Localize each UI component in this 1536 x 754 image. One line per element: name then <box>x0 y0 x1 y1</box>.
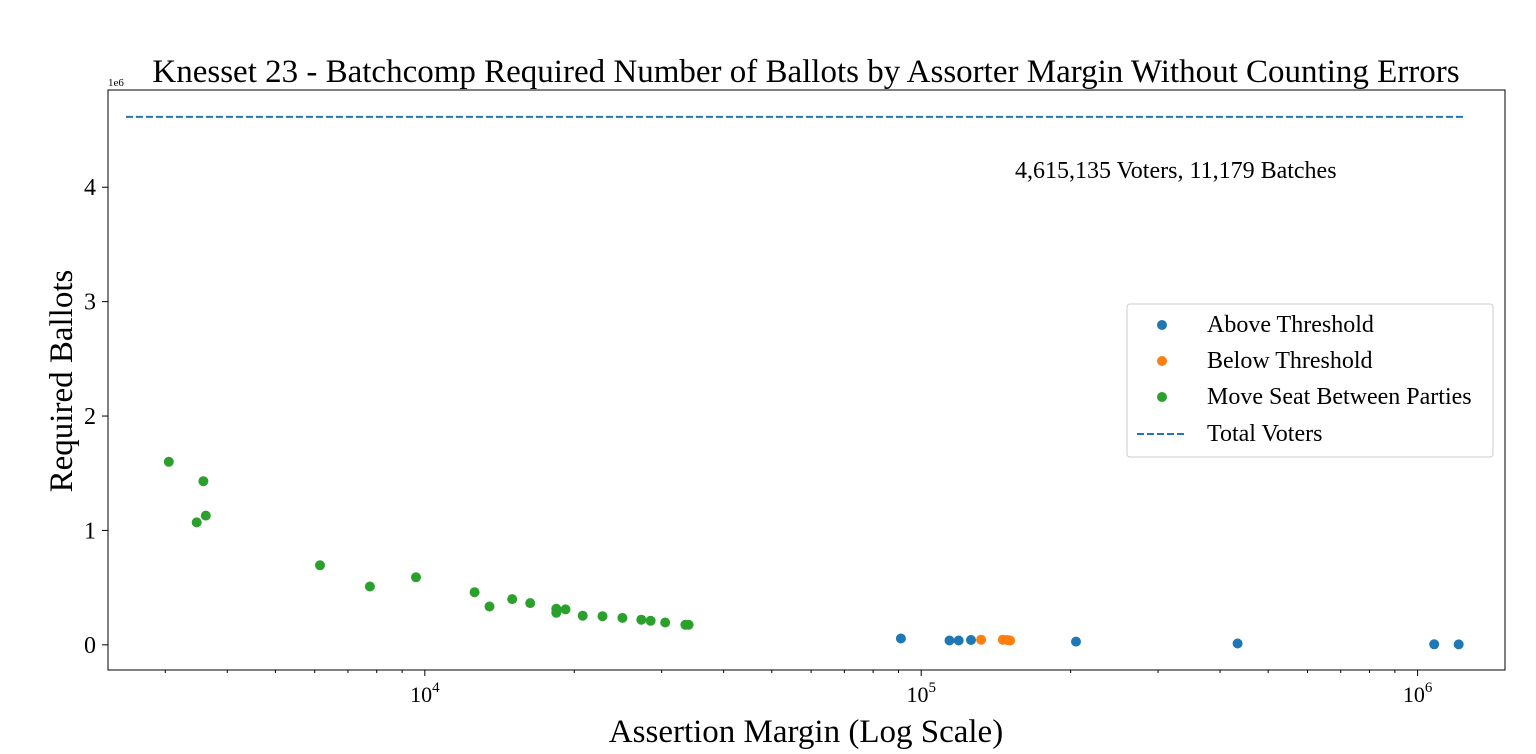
y-axis-offset-label: 1e6 <box>108 77 124 89</box>
data-point <box>1232 638 1243 649</box>
data-point <box>1453 639 1464 650</box>
y-tick-label: 0 <box>84 633 96 659</box>
data-point <box>551 607 562 618</box>
data-point <box>966 635 976 645</box>
data-point <box>1429 639 1440 650</box>
data-point <box>597 611 608 622</box>
data-point <box>953 635 964 646</box>
legend-frame <box>1126 303 1494 458</box>
y-tick-label: 4 <box>84 175 96 201</box>
data-point <box>1005 635 1016 646</box>
y-axis-ticks: 0 1 2 3 4 <box>84 175 108 659</box>
y-tick-label: 2 <box>84 404 96 430</box>
data-point <box>364 581 375 592</box>
data-point <box>507 594 518 605</box>
data-point <box>198 476 209 487</box>
data-point <box>469 587 480 598</box>
x-axis-ticks: 104 105 106 <box>164 670 1433 707</box>
data-point <box>525 598 536 609</box>
x-tick-label: 104 <box>410 680 440 707</box>
series-1 <box>895 633 1464 650</box>
y-tick-label: 1 <box>84 518 96 544</box>
data-point <box>200 510 211 521</box>
data-point <box>315 560 325 571</box>
data-point <box>683 619 694 630</box>
data-point <box>191 517 202 528</box>
legend-label: Move Seat Between Parties <box>1207 384 1472 410</box>
data-point <box>163 456 174 467</box>
data-point <box>577 610 588 621</box>
x-tick-label: 105 <box>906 680 936 707</box>
data-point <box>560 604 571 615</box>
data-point <box>636 614 647 625</box>
data-point <box>944 635 955 646</box>
legend-label: Below Threshold <box>1207 348 1373 374</box>
x-tick-label: 106 <box>1403 680 1433 707</box>
y-axis-label: Required Ballots <box>44 270 80 493</box>
data-point <box>976 634 987 645</box>
series-2 <box>976 634 1016 646</box>
legend: Above Threshold Below Threshold Move Seat … <box>1126 303 1494 458</box>
data-point <box>895 633 906 644</box>
y-tick-label: 3 <box>84 290 96 316</box>
data-point <box>484 601 495 612</box>
chart-title: Knesset 23 - Batchcomp Required Number o… <box>152 54 1459 90</box>
data-point <box>660 617 671 628</box>
legend-marker <box>1157 320 1167 330</box>
legend-marker <box>1157 356 1167 366</box>
voters-annotation: 4,615,135 Voters, 11,179 Batches <box>1015 158 1337 184</box>
legend-label: Total Voters <box>1207 421 1322 447</box>
data-point <box>1071 636 1081 647</box>
data-point <box>645 615 656 626</box>
legend-label: Above Threshold <box>1207 312 1374 338</box>
data-point <box>617 612 628 623</box>
legend-marker <box>1157 392 1167 402</box>
data-point <box>411 572 421 583</box>
data-points <box>163 456 1464 650</box>
series-3 <box>163 456 694 630</box>
x-axis-label: Assertion Margin (Log Scale) <box>609 714 1003 750</box>
